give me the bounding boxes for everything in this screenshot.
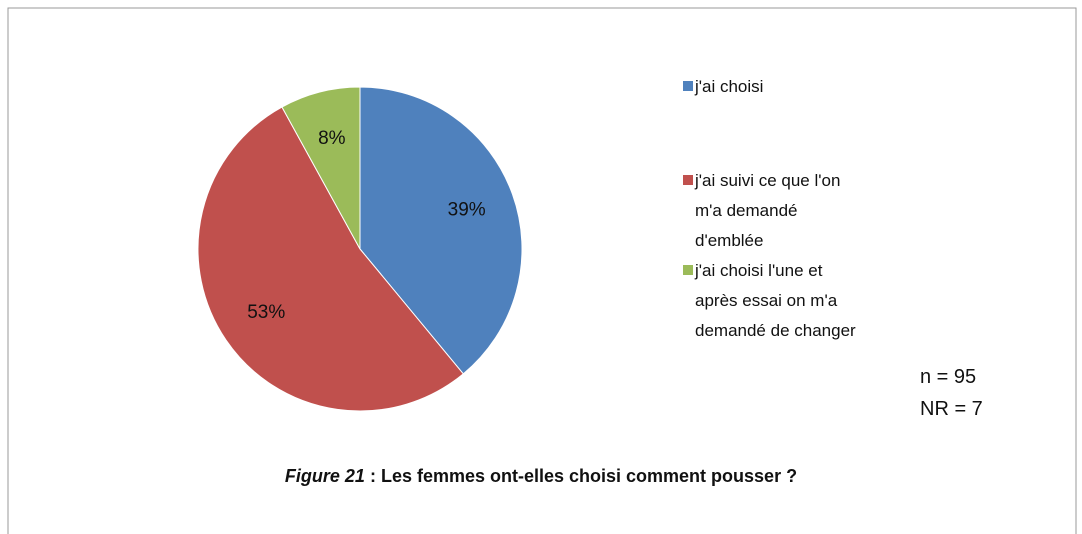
legend-swatch bbox=[683, 265, 693, 275]
legend-swatch bbox=[683, 175, 693, 185]
caption-text: : Les femmes ont-elles choisi comment po… bbox=[369, 466, 798, 486]
pie-slice bbox=[359, 86, 523, 375]
legend-swatch bbox=[683, 81, 693, 91]
legend-item: j'ai choisi l'une et après essai on m'a … bbox=[683, 256, 868, 346]
pie-slice bbox=[281, 86, 361, 250]
data-label: 53% bbox=[247, 302, 285, 323]
legend-label: j'ai suivi ce que l'on m'a demandé d'emb… bbox=[695, 171, 841, 250]
legend-label: j'ai choisi l'une et après essai on m'a … bbox=[695, 261, 856, 340]
pie-slice bbox=[197, 106, 464, 412]
caption: Figure 21 : Les femmes ont-elles choisi … bbox=[0, 466, 1082, 487]
legend-label: j'ai choisi bbox=[695, 77, 764, 96]
legend-item: j'ai suivi ce que l'on m'a demandé d'emb… bbox=[683, 166, 868, 256]
data-label: 8% bbox=[318, 128, 346, 149]
annotation: n = 95 bbox=[920, 366, 977, 388]
annotation: NR = 7 bbox=[920, 398, 983, 420]
frame bbox=[7, 7, 1077, 534]
legend-item: j'ai choisi bbox=[683, 72, 868, 102]
pie: 39% 53% 8% bbox=[197, 86, 523, 412]
data-label: 39% bbox=[448, 200, 486, 221]
caption-label: Figure 21 bbox=[284, 466, 365, 486]
